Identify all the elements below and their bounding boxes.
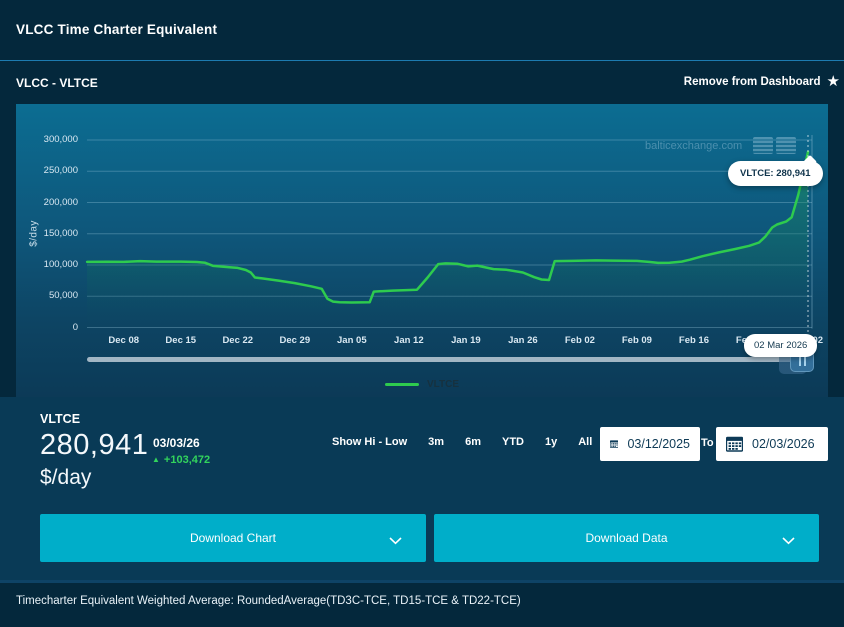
- chevron-down-icon: [782, 534, 795, 548]
- date-to-input[interactable]: 02/03/2026: [716, 427, 828, 461]
- footer-note: Timecharter Equivalent Weighted Average:…: [16, 595, 521, 607]
- y-tick-label: 100,000: [16, 259, 78, 271]
- chart-tooltip: VLTCE: 280,941: [728, 161, 823, 186]
- range-scrollbar-track[interactable]: [87, 357, 795, 362]
- range-button-all[interactable]: All: [578, 436, 592, 448]
- date-from-value: 03/12/2025: [627, 437, 690, 451]
- stats-change: ▲ +103,472: [152, 454, 210, 466]
- legend-label: VLTCE: [427, 379, 459, 390]
- x-tick-label: Jan 05: [337, 335, 367, 346]
- page-title: VLCC Time Charter Equivalent: [16, 22, 217, 37]
- info-section: VLTCE 280,941 $/day 03/03/26 ▲ +103,472 …: [0, 397, 844, 580]
- legend-swatch: [385, 383, 419, 387]
- show-hi-low-toggle[interactable]: Show Hi - Low: [332, 436, 407, 448]
- watermark: balticexchange.com: [645, 140, 742, 152]
- x-tick-label: Jan 26: [508, 335, 538, 346]
- range-button-3m[interactable]: 3m: [428, 436, 444, 448]
- calendar-icon: [610, 436, 618, 452]
- y-tick-label: 50,000: [16, 290, 78, 302]
- stats-date: 03/03/26: [153, 436, 200, 450]
- x-tick-label: Feb 16: [679, 335, 709, 346]
- chevron-down-icon: [389, 534, 402, 548]
- remove-from-dashboard-button[interactable]: Remove from Dashboard ★: [684, 74, 840, 89]
- remove-from-dashboard-label: Remove from Dashboard: [684, 76, 821, 88]
- stats-unit: $/day: [40, 466, 148, 490]
- y-tick-label: 200,000: [16, 197, 78, 209]
- widget-footer: Timecharter Equivalent Weighted Average:…: [0, 580, 844, 627]
- x-tick-label: Jan 19: [451, 335, 481, 346]
- chart-area: [87, 152, 808, 328]
- x-tick-label: Dec 29: [279, 335, 310, 346]
- stats-block: VLTCE 280,941 $/day: [40, 412, 148, 490]
- vlcc-tce-widget: VLCC Time Charter Equivalent VLCC - VLTC…: [0, 0, 844, 627]
- range-controls: Show Hi - Low 3m 6m YTD 1y All: [332, 436, 592, 448]
- y-tick-label: 300,000: [16, 134, 78, 146]
- navigator-date-tooltip: 02 Mar 2026: [744, 334, 817, 357]
- x-tick-label: Dec 22: [222, 335, 253, 346]
- chart-subtitle: VLCC - VLTCE: [16, 76, 98, 90]
- star-icon[interactable]: ★: [827, 74, 840, 89]
- chart-panel[interactable]: $/day 050,000100,000150,000200,000250,00…: [16, 104, 828, 397]
- range-button-1y[interactable]: 1y: [545, 436, 557, 448]
- legend-item[interactable]: VLTCE: [385, 379, 459, 390]
- y-tick-label: 250,000: [16, 165, 78, 177]
- stats-value: 280,941: [40, 429, 148, 462]
- date-from-input[interactable]: 03/12/2025: [600, 427, 700, 461]
- download-chart-label: Download Chart: [190, 531, 276, 545]
- range-button-6m[interactable]: 6m: [465, 436, 481, 448]
- x-tick-label: Feb 09: [622, 335, 652, 346]
- x-tick-label: Dec 15: [165, 335, 196, 346]
- download-data-button[interactable]: Download Data: [434, 514, 819, 562]
- to-label: To: [701, 437, 714, 449]
- widget-header: VLCC Time Charter Equivalent: [0, 0, 844, 61]
- x-tick-label: Jan 12: [394, 335, 424, 346]
- stats-series-label: VLTCE: [40, 412, 148, 426]
- range-buttons: 3m 6m YTD 1y All: [428, 436, 592, 448]
- up-triangle-icon: ▲: [152, 456, 160, 464]
- x-tick-label: Feb 02: [565, 335, 595, 346]
- download-data-label: Download Data: [585, 531, 667, 545]
- x-tick-label: Dec 08: [108, 335, 139, 346]
- y-tick-label: 150,000: [16, 228, 78, 240]
- date-to-value: 02/03/2026: [752, 437, 815, 451]
- chart-legend: VLTCE: [16, 379, 828, 390]
- download-chart-button[interactable]: Download Chart: [40, 514, 426, 562]
- y-tick-label: 0: [16, 322, 78, 334]
- watermark-logo-icon: [753, 137, 796, 154]
- stats-change-value: +103,472: [164, 454, 210, 466]
- calendar-icon: [726, 436, 743, 452]
- range-button-ytd[interactable]: YTD: [502, 436, 524, 448]
